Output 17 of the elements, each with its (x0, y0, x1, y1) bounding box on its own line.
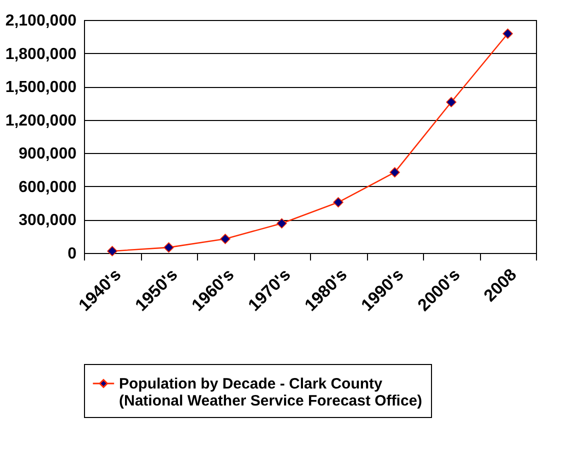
point (390, 167, 400, 178)
y-tick-label: 1,500,000 (5, 79, 77, 96)
y-tick-label: 300,000 (18, 212, 77, 230)
point (502, 28, 513, 39)
y-tick-label: 0 (68, 246, 77, 262)
point (333, 197, 344, 208)
legend-label: Population by Decade - Clark County (National Weather Service Forecast Office) (119, 376, 422, 410)
point (164, 242, 174, 253)
point (276, 218, 287, 229)
y-tick-label: 1,800,000 (5, 46, 77, 63)
y-tick-label: 600,000 (18, 178, 77, 196)
point (107, 246, 118, 256)
point (446, 96, 456, 108)
y-tick-label: 900,000 (18, 146, 77, 163)
point (220, 234, 230, 244)
y-tick-label: 2,100,000 (5, 12, 77, 30)
y-tick-label: 1,200,000 (5, 112, 77, 130)
